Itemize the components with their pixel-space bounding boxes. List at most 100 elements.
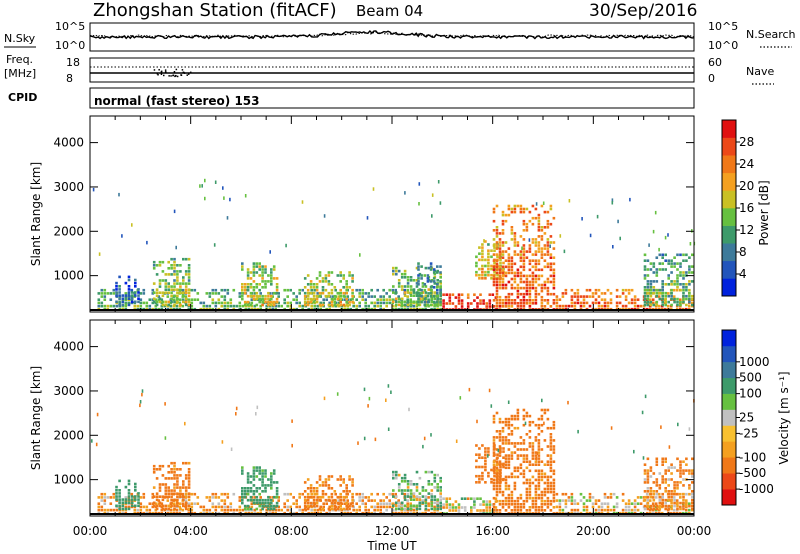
- data-cell: [184, 489, 188, 492]
- data-cell: [184, 291, 188, 294]
- data-cell: [392, 300, 395, 304]
- data-cell: [685, 297, 688, 301]
- data-cell: [421, 489, 425, 492]
- data-cell: [481, 270, 484, 274]
- data-cell: [321, 286, 325, 289]
- data-cell: [543, 226, 547, 229]
- data-cell: [167, 507, 170, 511]
- data-cell: [558, 502, 562, 505]
- data-cell: [173, 300, 176, 304]
- data-cell: [522, 442, 526, 445]
- data-cell: [495, 481, 499, 485]
- data-cell: [155, 294, 159, 298]
- data-cell: [490, 273, 493, 277]
- data-cell: [400, 285, 404, 288]
- data-cell: [258, 262, 261, 265]
- data-cell: [543, 493, 547, 497]
- data-cell: [252, 280, 256, 283]
- data-cell: [170, 489, 173, 492]
- data-cell: [427, 480, 431, 483]
- data-cell: [504, 213, 508, 217]
- data-cell: [522, 256, 526, 259]
- data-cell: [591, 502, 595, 505]
- data-cell: [478, 246, 481, 249]
- data-cell: [534, 265, 538, 269]
- data-cell: [292, 502, 295, 505]
- data-cell: [546, 487, 550, 491]
- freq-point: [173, 71, 176, 73]
- data-cell: [661, 297, 664, 301]
- data-cell: [330, 297, 334, 301]
- data-cell: [487, 255, 490, 259]
- data-cell: [528, 490, 532, 494]
- data-cell: [558, 499, 562, 502]
- data-cell: [522, 295, 526, 299]
- data-cell: [331, 295, 334, 298]
- data-cell: [436, 483, 439, 486]
- data-cell: [451, 506, 455, 509]
- data-cell: [495, 226, 499, 229]
- data-cell: [492, 259, 496, 262]
- data-cell: [564, 292, 568, 295]
- data-cell: [351, 481, 354, 484]
- data-cell: [420, 291, 423, 295]
- data-cell: [664, 507, 667, 511]
- data-cell: [510, 451, 514, 454]
- data-cell: [324, 288, 328, 292]
- data-cell: [390, 390, 392, 394]
- data-cell: [345, 484, 348, 487]
- data-cell: [540, 204, 544, 208]
- data-cell: [275, 297, 279, 301]
- data-cell: [158, 279, 162, 282]
- data-cell: [158, 282, 162, 285]
- colorbar-segment: [722, 155, 736, 174]
- data-cell: [504, 271, 508, 275]
- data-cell: [246, 481, 250, 484]
- data-cell: [187, 270, 191, 273]
- data-cell: [543, 499, 547, 503]
- data-cell: [643, 253, 647, 257]
- data-cell: [688, 504, 691, 508]
- data-cell: [636, 298, 640, 301]
- data-cell: [409, 480, 413, 483]
- data-cell: [498, 433, 502, 436]
- data-cell: [321, 277, 325, 280]
- data-cell: [394, 492, 397, 496]
- data-cell: [495, 484, 499, 488]
- data-cell: [664, 294, 667, 298]
- data-cell: [359, 253, 361, 257]
- data-cell: [406, 502, 409, 505]
- data-cell: [170, 297, 173, 301]
- data-cell: [261, 484, 264, 487]
- data-cell: [124, 292, 128, 295]
- data-cell: [176, 288, 179, 291]
- data-cell: [507, 439, 511, 442]
- data-cell: [676, 492, 679, 496]
- data-cell: [670, 495, 673, 499]
- data-cell: [424, 501, 428, 505]
- data-cell: [676, 481, 679, 484]
- data-cell: [272, 277, 276, 280]
- data-cell: [382, 301, 385, 305]
- data-cell: [342, 481, 345, 484]
- data-cell: [275, 501, 279, 505]
- data-cell: [412, 504, 416, 508]
- data-cell: [549, 436, 553, 439]
- data-cell: [127, 297, 131, 300]
- data-cell: [261, 507, 264, 511]
- data-cell: [175, 245, 177, 250]
- data-cell: [229, 304, 233, 308]
- data-cell: [374, 437, 377, 442]
- data-cell: [415, 504, 419, 508]
- data-cell: [291, 419, 293, 423]
- data-cell: [633, 502, 637, 505]
- data-cell: [167, 285, 170, 288]
- data-cell: [127, 294, 131, 297]
- data-cell: [570, 496, 574, 499]
- data-cell: [139, 508, 143, 512]
- data-cell: [303, 297, 307, 301]
- data-cell: [549, 469, 553, 473]
- data-cell: [130, 492, 134, 496]
- data-cell: [549, 445, 553, 448]
- data-cell: [270, 283, 273, 286]
